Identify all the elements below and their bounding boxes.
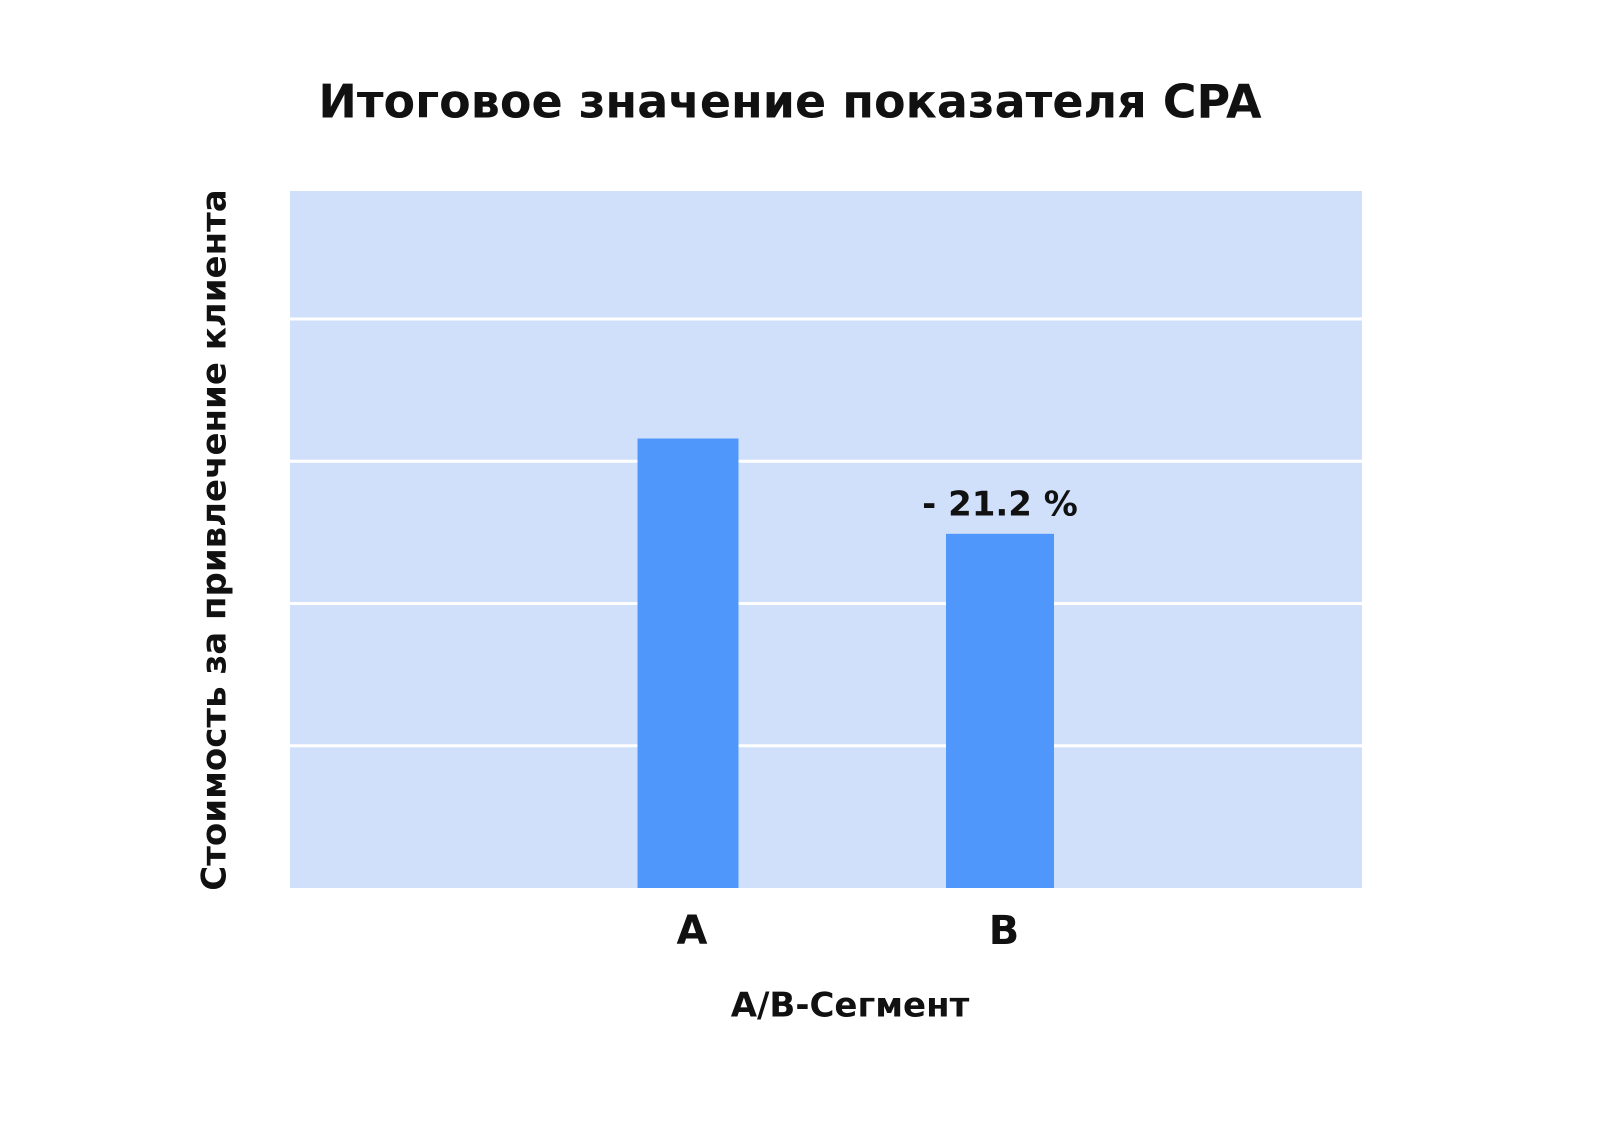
y-axis-label: Стоимость за привлечение клиента — [195, 189, 235, 890]
bar — [637, 438, 739, 888]
x-tick-label: A — [677, 908, 708, 954]
x-axis-label: A/B-Сегмент — [731, 986, 970, 1026]
plot-area — [290, 191, 1362, 888]
x-tick-label: B — [989, 908, 1020, 954]
bar — [946, 533, 1054, 888]
annotation: - 21.2 % — [922, 484, 1078, 524]
chart-title: Итоговое значение показателя CPA — [318, 75, 1262, 129]
